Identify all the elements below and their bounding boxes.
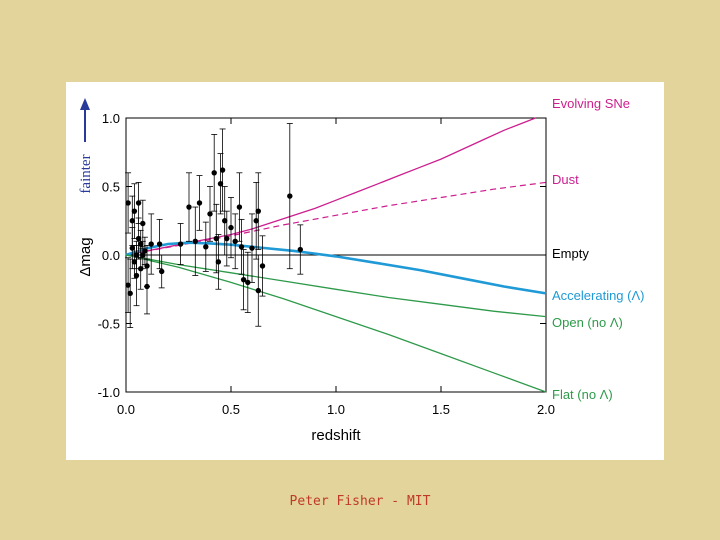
data-point — [135, 200, 142, 206]
model-curve — [125, 241, 547, 295]
hubble-residual-chart: 0.0 0.5 1.0 1.5 2.0 1.0 0.5 0.0 -0.5 -1.0 redshift… — [77, 96, 645, 444]
data-point — [255, 287, 261, 294]
x-tick-label: 1.5 — [432, 402, 450, 417]
x-tick-label: 1.0 — [327, 402, 345, 417]
model-curve — [125, 117, 536, 256]
y-tick-label: -0.5 — [98, 317, 120, 332]
data-point — [127, 290, 133, 297]
data-point — [142, 248, 148, 254]
slide-footer: Peter Fisher - MIT — [289, 494, 431, 509]
data-point — [131, 208, 138, 214]
data-point — [144, 283, 150, 290]
data-point — [138, 241, 144, 247]
data-point — [129, 218, 135, 224]
data-point — [255, 208, 261, 214]
data-point — [287, 193, 293, 199]
data-point — [135, 235, 142, 242]
fainter-arrow-head — [80, 98, 90, 110]
data-point — [259, 263, 266, 269]
model-curve — [125, 254, 547, 393]
data-point — [192, 238, 198, 244]
data-point — [217, 181, 224, 187]
legend-label: Evolving SNe — [552, 96, 630, 111]
legend-label: Empty — [552, 246, 589, 261]
data-point — [140, 252, 146, 258]
data-point — [297, 246, 303, 253]
x-tick-label: 0.0 — [117, 402, 135, 417]
data-point — [240, 276, 247, 283]
data-point — [196, 200, 203, 206]
data-point — [125, 200, 131, 206]
data-point — [222, 218, 228, 224]
data-point — [215, 259, 222, 265]
model-curve — [125, 254, 547, 318]
legend-label: Dust — [552, 172, 579, 187]
data-point — [177, 241, 184, 247]
data-point — [219, 167, 226, 173]
data-point — [213, 235, 219, 242]
data-point — [203, 244, 209, 250]
legend-label: Accelerating (Λ) — [552, 288, 645, 303]
data-point — [238, 244, 245, 250]
y-tick-label: -1.0 — [98, 385, 120, 400]
chart-panel: 0.0 0.5 1.0 1.5 2.0 1.0 0.5 0.0 -0.5 -1.0 redshift… — [66, 82, 664, 460]
data-point — [224, 235, 230, 242]
y-tick-label: 0.5 — [102, 180, 120, 195]
legend-label: Open (no Λ) — [552, 315, 623, 330]
x-tick-label: 2.0 — [537, 402, 555, 417]
data-point — [156, 241, 163, 247]
y-tick-label: 0.0 — [102, 248, 120, 263]
x-tick-label: 0.5 — [222, 402, 240, 417]
data-point — [228, 224, 234, 231]
data-point — [232, 238, 238, 244]
y-axis-label: Δmag — [77, 237, 94, 276]
data-point — [245, 279, 251, 286]
legend-label: Flat (no Λ) — [552, 387, 613, 402]
data-point — [253, 218, 259, 224]
data-point — [125, 282, 131, 288]
data-point — [131, 259, 138, 265]
data-point — [249, 245, 255, 251]
data-point — [140, 220, 146, 227]
fainter-label: fainter — [78, 154, 94, 193]
data-point — [211, 170, 217, 176]
data-point — [129, 245, 135, 251]
data-point — [236, 204, 243, 210]
data-point — [159, 268, 165, 275]
data-point — [133, 272, 140, 279]
x-axis-label: redshift — [311, 427, 361, 444]
data-point — [186, 204, 192, 210]
y-tick-label: 1.0 — [102, 111, 120, 126]
data-point — [207, 211, 213, 217]
data-point — [148, 241, 154, 247]
